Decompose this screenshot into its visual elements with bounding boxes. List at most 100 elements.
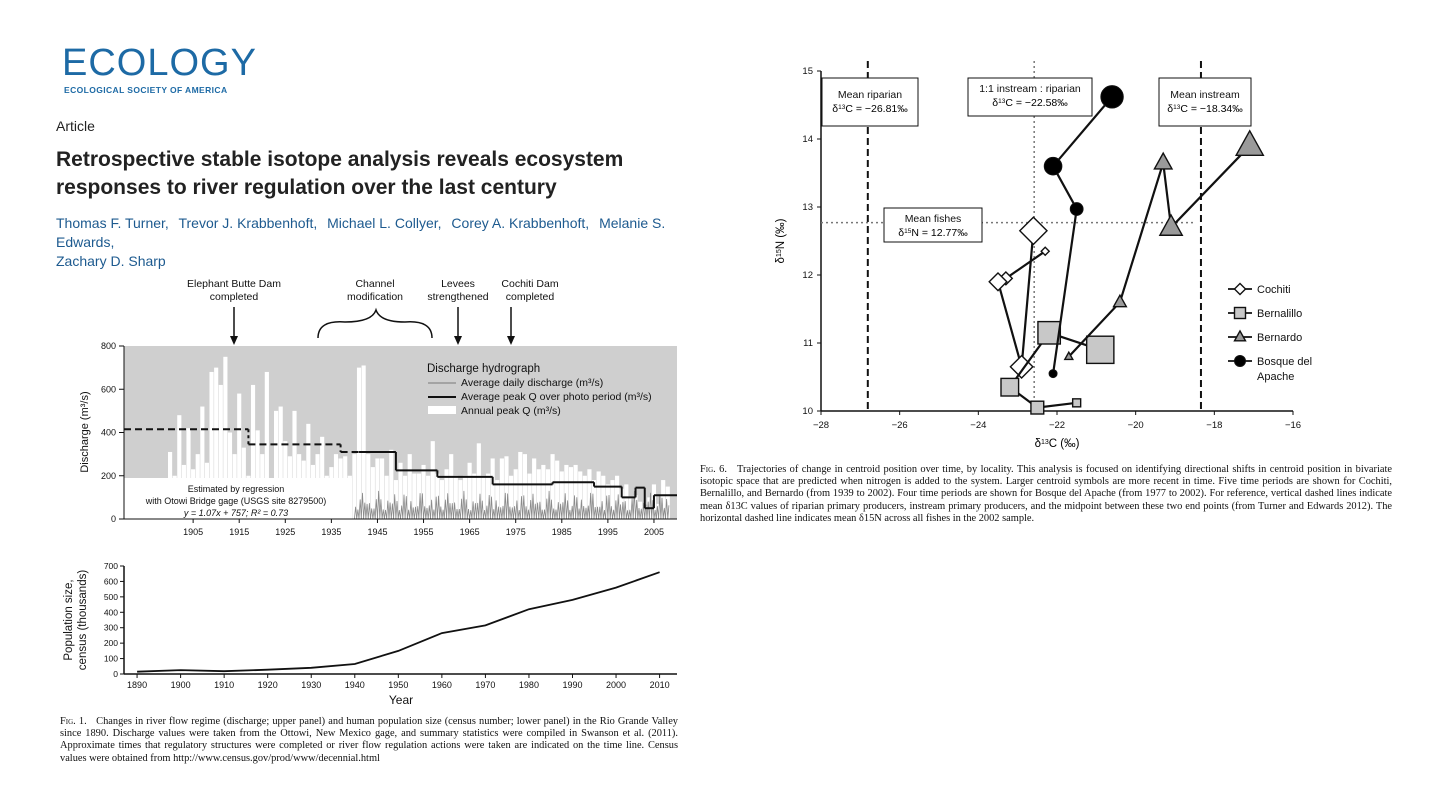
legend-marker [1233, 306, 1247, 320]
discharge-x-tick-label: 2005 [644, 527, 664, 537]
author[interactable]: Thomas F. Turner, [56, 215, 169, 231]
population-y-axis-label: census (thousands) [77, 570, 89, 671]
discharge-y-tick-label: 400 [101, 428, 116, 438]
fig1-caption: Fig. 1. Changes in river flow regime (di… [60, 716, 678, 765]
legend-marker [1234, 355, 1246, 367]
annual-peak-bar [665, 486, 670, 519]
annual-peak-bar [605, 484, 610, 519]
point-bosque-del-apache [1100, 85, 1124, 109]
author-list: Thomas F. Turner, Trevor J. Krabbenhoft,… [56, 214, 716, 271]
annual-peak-bar [624, 484, 629, 519]
annual-peak-bar [596, 471, 601, 519]
annual-peak-bar [361, 365, 366, 519]
point-bosque-del-apache [1043, 156, 1063, 176]
annual-peak-bar [555, 460, 560, 519]
legend-label: Apache [1257, 371, 1294, 383]
annual-peak-bar [209, 371, 214, 519]
reference-label-box [821, 77, 919, 127]
population-y-tick-label: 0 [113, 669, 118, 679]
annual-peak-bar [458, 480, 463, 519]
regression-note-text: Estimated by regression [188, 484, 285, 494]
discharge-y-tick-label: 200 [101, 471, 116, 481]
population-x-tick-label: 2010 [650, 680, 670, 690]
isotope-x-tick-label: −16 [1285, 420, 1301, 431]
annual-peak-bar [642, 506, 647, 519]
legend-marker [1233, 282, 1247, 296]
population-x-tick-label: 1970 [475, 680, 495, 690]
annual-peak-bar [467, 462, 472, 519]
annual-peak-bar [393, 480, 398, 519]
annual-peak-bar [499, 458, 504, 519]
isotope-y-tick-label: 14 [802, 134, 813, 145]
annual-peak-bar [462, 475, 468, 519]
reference-label-box [967, 77, 1093, 117]
legend-label: Average peak Q over photo period (m³/s) [461, 391, 652, 403]
timeline-annotation: modification [347, 291, 403, 303]
annual-peak-bar [541, 464, 546, 519]
population-x-tick-label: 1900 [171, 680, 191, 690]
isotope-x-tick-label: −20 [1128, 420, 1144, 431]
annual-peak-bar [509, 475, 514, 519]
population-y-axis-label: Population size, [63, 579, 75, 660]
isotope-y-tick-label: 11 [803, 338, 813, 349]
annual-peak-bar [619, 488, 624, 519]
annual-peak-bar [237, 393, 242, 519]
population-y-tick-label: 100 [104, 654, 118, 664]
annual-peak-bar [587, 469, 592, 519]
annual-peak-bar [661, 480, 666, 519]
annual-peak-bar [449, 454, 454, 519]
annual-peak-bar [274, 410, 279, 519]
annual-peak-bar [564, 464, 569, 519]
annual-peak-bar [481, 475, 486, 519]
author[interactable]: Corey A. Krabbenhoft, [451, 215, 590, 231]
point-bernalillo [1085, 335, 1115, 365]
legend-title: Discharge hydrograph [427, 363, 540, 375]
timeline-annotation: completed [210, 291, 259, 303]
fig1-caption-text: Changes in river flow regime (discharge;… [60, 716, 678, 764]
discharge-y-tick-label: 0 [111, 514, 116, 524]
discharge-x-tick-label: 1945 [367, 527, 387, 537]
discharge-x-tick-label: 1965 [460, 527, 480, 537]
annual-peak-bar [522, 454, 527, 519]
author[interactable]: Michael L. Collyer, [327, 215, 442, 231]
isotope-x-tick-label: −26 [892, 420, 908, 431]
point-cochiti [1009, 354, 1034, 379]
annual-peak-bar [430, 441, 435, 519]
discharge-y-axis-label: Discharge (m³/s) [79, 391, 91, 472]
population-y-tick-label: 200 [104, 638, 118, 648]
annual-peak-bar [532, 458, 537, 519]
timeline-annotation: Cochiti Dam [501, 278, 558, 290]
population-x-tick-label: 2000 [606, 680, 626, 690]
population-x-tick-label: 1930 [301, 680, 321, 690]
annual-peak-bar [490, 458, 495, 519]
isotope-y-tick-label: 13 [802, 202, 813, 213]
annual-peak-bar [403, 475, 408, 519]
point-bernalillo [1037, 320, 1062, 345]
reference-label-title: 1:1 instream : riparian [979, 83, 1081, 95]
timeline-annotation: Elephant Butte Dam [187, 278, 281, 290]
annual-peak-bar [476, 443, 481, 519]
reference-label-value: δ15N = 12.77‰ [898, 227, 968, 239]
population-y-tick-label: 700 [104, 561, 118, 571]
fig6-caption: Fig. 6. Trajectories of change in centro… [700, 464, 1392, 525]
fig1-caption-label: Fig. 1. [60, 716, 87, 727]
point-bernalillo [1071, 398, 1082, 408]
author[interactable]: Zachary D. Sharp [56, 253, 166, 269]
population-y-tick-label: 400 [104, 607, 118, 617]
discharge-x-tick-label: 1975 [506, 527, 526, 537]
legend-label: Annual peak Q (m³/s) [461, 405, 561, 417]
author[interactable]: Melanie S. Edwards, [56, 215, 666, 250]
annual-peak-bar [495, 480, 500, 519]
annual-peak-bar [527, 473, 532, 519]
discharge-x-tick-label: 1925 [275, 527, 295, 537]
point-cochiti [1040, 246, 1051, 257]
reference-label-box [1158, 77, 1252, 127]
population-x-tick-label: 1990 [562, 680, 582, 690]
annual-peak-bar [177, 415, 182, 519]
annual-peak-bar [218, 384, 223, 519]
population-y-tick-label: 600 [104, 576, 118, 586]
author[interactable]: Trevor J. Krabbenhoft, [178, 215, 318, 231]
channel-modification-brace [317, 307, 433, 339]
reference-label-value: δ13C = −22.58‰ [992, 97, 1068, 109]
paper-title: Retrospective stable isotope analysis re… [56, 148, 624, 199]
